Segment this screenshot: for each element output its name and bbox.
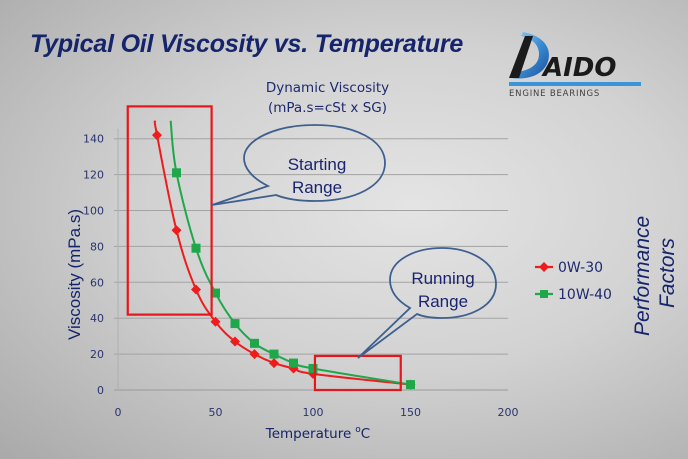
logo-swoosh-icon	[511, 32, 549, 79]
factors-label: Factors	[656, 237, 679, 308]
callout-starting-line1: Starting	[288, 155, 347, 174]
callouts: Starting Range Running Range	[211, 124, 497, 359]
callout-starting-range	[211, 124, 386, 206]
legend-marker-square-icon	[540, 290, 548, 298]
data-point-10w-40-100	[308, 363, 318, 373]
chart-title-line2: (mPa.s=cSt x SG)	[267, 100, 387, 116]
data-point-10w-40-50	[211, 288, 220, 298]
callout-running-line1: Running	[411, 269, 474, 288]
x-tick-label: 50	[209, 406, 223, 419]
y-tick-label: 60	[90, 276, 104, 289]
x-tick-label: 200	[498, 406, 519, 419]
logo-stripe	[509, 82, 641, 86]
y-tick-label: 40	[90, 312, 104, 325]
callout-running-line2: Range	[418, 292, 468, 311]
data-point-0w-30-40	[191, 284, 201, 295]
y-tick-label: 100	[83, 205, 104, 218]
data-point-10w-40-80	[269, 349, 279, 359]
legend-label-10w40: 10W-40	[558, 287, 612, 303]
callout-running-range	[357, 247, 497, 359]
x-tick-label: 100	[303, 406, 324, 419]
x-tick-label: 150	[400, 406, 421, 419]
y-tick-label: 120	[83, 169, 104, 182]
legend: 0W-30 10W-40	[535, 260, 612, 303]
chart-title-line1: Dynamic Viscosity	[265, 80, 390, 96]
series-lines	[152, 120, 416, 390]
logo-d-icon	[509, 36, 533, 78]
slide-title: Typical Oil Viscosity vs. Temperature	[30, 30, 464, 58]
logo-brand: AIDO	[541, 53, 616, 83]
data-point-0w-30-60	[230, 336, 240, 347]
legend-label-0w30: 0W-30	[558, 260, 603, 276]
data-point-0w-30-30	[171, 225, 182, 236]
highlight-box-starting-range	[126, 105, 213, 316]
highlight-box-running-range	[313, 354, 402, 392]
chart-title: Dynamic Viscosity (mPa.s=cSt x SG)	[240, 78, 415, 118]
data-point-10w-40-70	[250, 338, 259, 348]
y-tick-label: 80	[90, 240, 104, 253]
data-point-0w-30-50	[210, 316, 221, 327]
y-tick-label: 140	[83, 133, 104, 146]
y-tick-label: 20	[90, 348, 104, 361]
logo-tagline: ENGINE BEARINGS	[509, 89, 600, 99]
series-line-10w-40	[169, 120, 411, 386]
callout-starting-line2: Range	[292, 178, 342, 197]
data-point-10w-40-150	[406, 380, 415, 390]
y-axis-title: Viscosity (mPa.s)	[65, 209, 84, 340]
performance-factors-label: Performance Factors	[631, 216, 679, 336]
data-point-0w-30-20	[152, 130, 162, 141]
data-point-10w-40-40	[191, 243, 201, 253]
daido-logo: AIDO ENGINE BEARINGS	[509, 32, 641, 99]
x-tick-label: 0	[115, 406, 122, 419]
performance-label: Performance	[631, 216, 654, 336]
data-point-0w-30-70	[249, 349, 260, 360]
x-axis-title: Temperature oC	[265, 425, 370, 442]
data-point-10w-40-90	[289, 358, 298, 368]
data-point-0w-30-80	[269, 358, 279, 369]
data-point-10w-40-60	[230, 319, 240, 329]
legend-marker-diamond-icon	[539, 262, 549, 272]
axes: 0 20 40 60 80 100 120 140 0 50 100 150 200	[83, 128, 519, 419]
x-axis-degree-sup: o	[355, 425, 361, 435]
highlight-regions	[126, 105, 402, 392]
x-axis-title-text: Temperature	[265, 426, 352, 442]
x-axis-unit: C	[361, 426, 370, 442]
y-tick-label: 0	[97, 384, 104, 397]
data-point-10w-40-30	[172, 168, 181, 178]
